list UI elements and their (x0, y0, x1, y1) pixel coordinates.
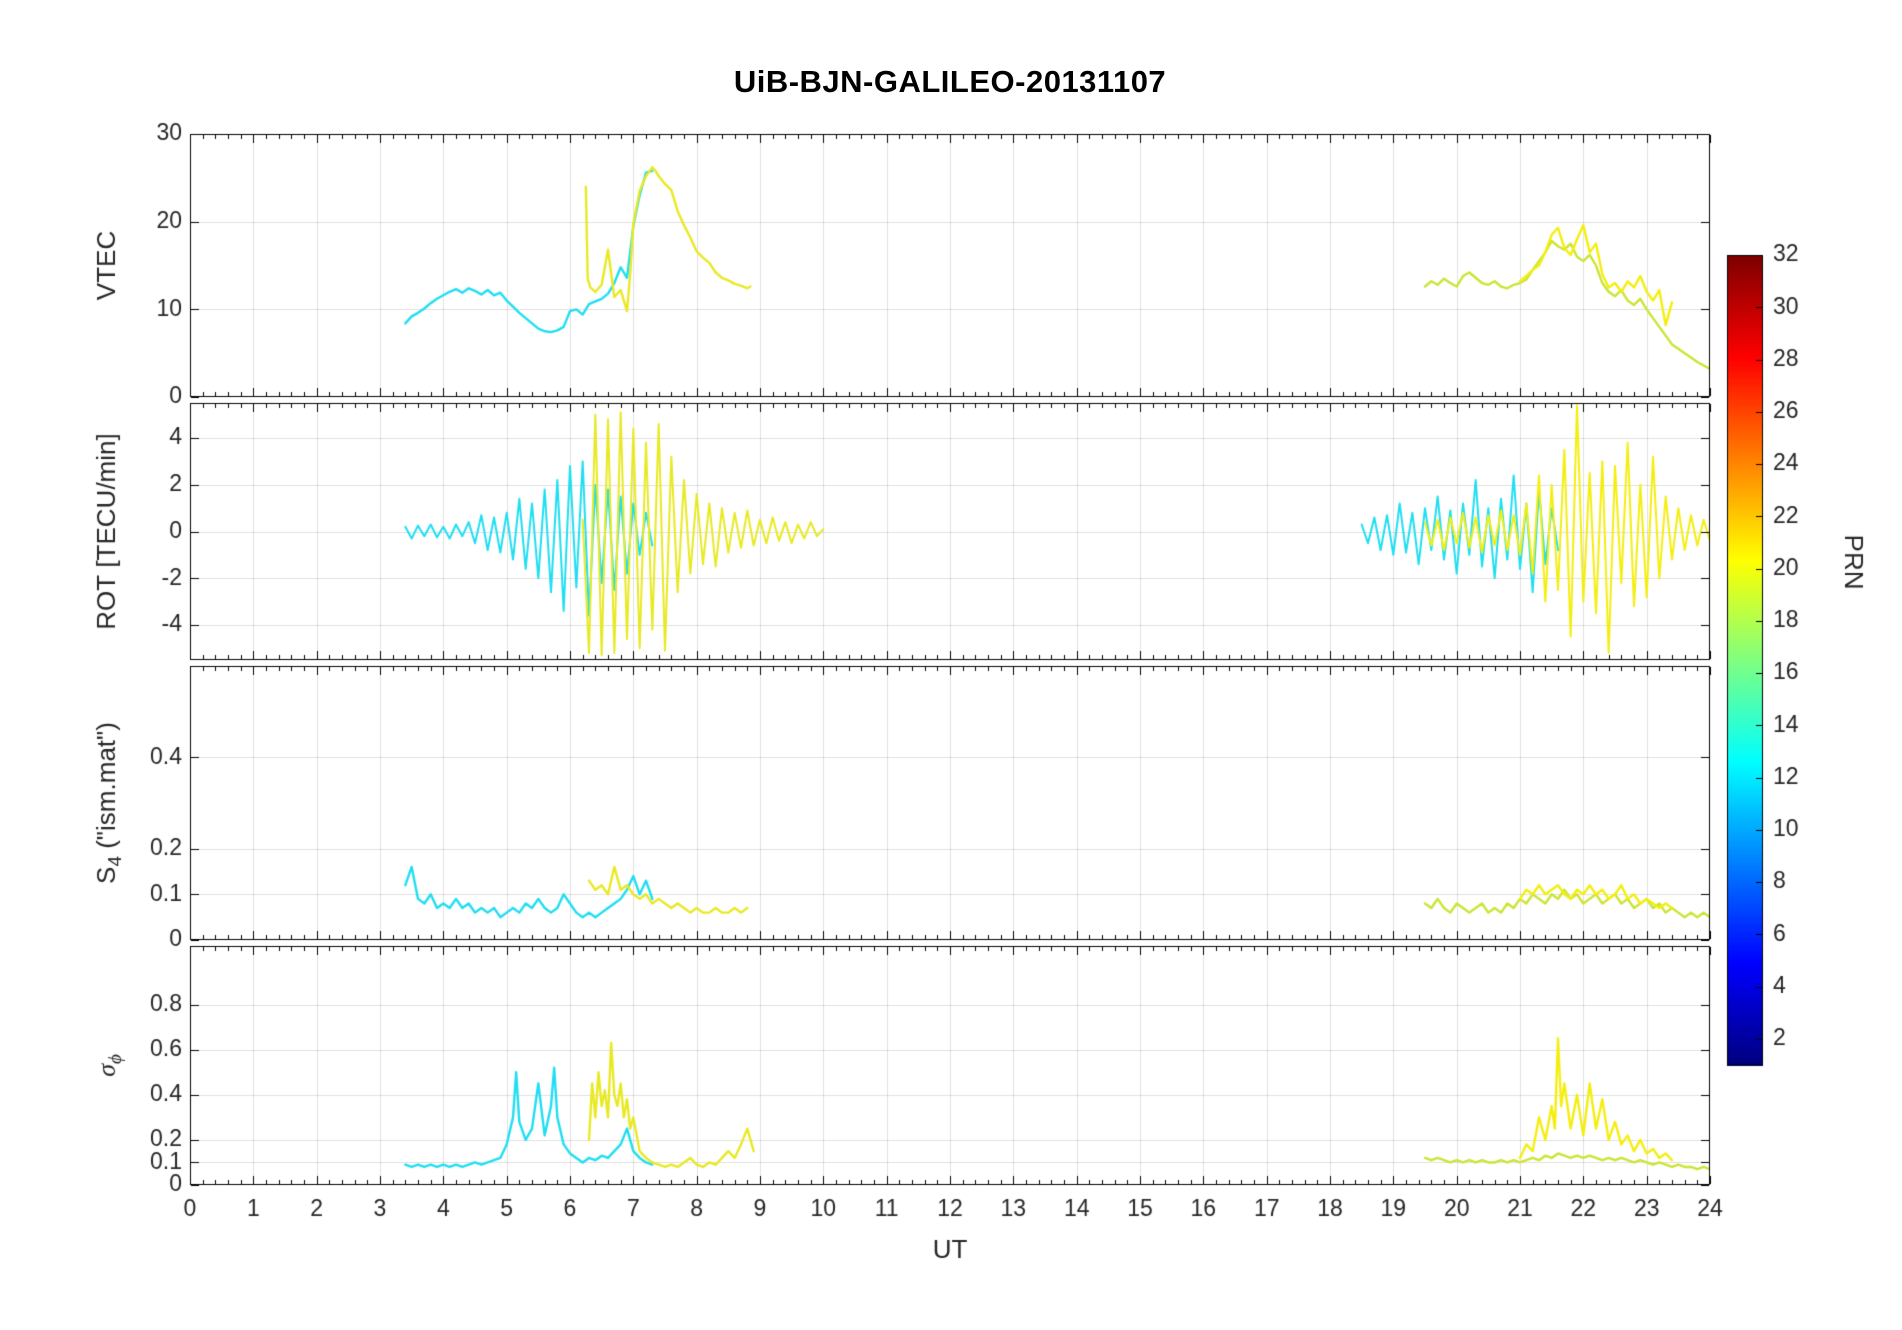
chart-title: UiB-BJN-GALILEO-20131107 (733, 64, 1167, 99)
